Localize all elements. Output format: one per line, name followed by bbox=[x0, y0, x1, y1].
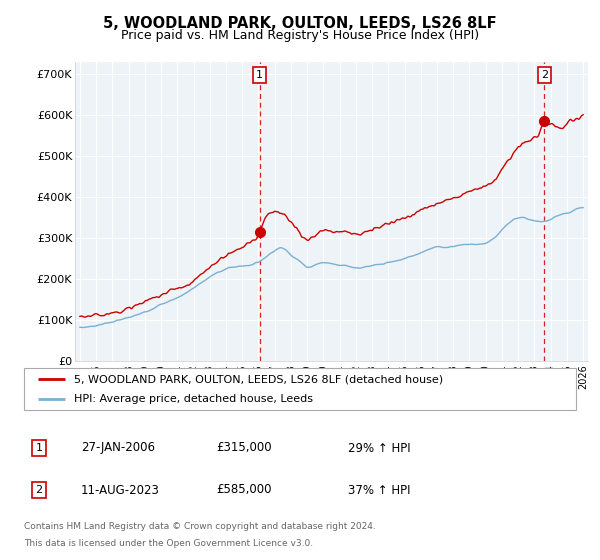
Text: 2: 2 bbox=[35, 485, 43, 495]
Text: £315,000: £315,000 bbox=[216, 441, 272, 455]
Text: 11-AUG-2023: 11-AUG-2023 bbox=[81, 483, 160, 497]
Text: Price paid vs. HM Land Registry's House Price Index (HPI): Price paid vs. HM Land Registry's House … bbox=[121, 29, 479, 42]
Text: 2: 2 bbox=[541, 70, 548, 80]
Text: Contains HM Land Registry data © Crown copyright and database right 2024.: Contains HM Land Registry data © Crown c… bbox=[24, 522, 376, 531]
Text: This data is licensed under the Open Government Licence v3.0.: This data is licensed under the Open Gov… bbox=[24, 539, 313, 548]
Text: 5, WOODLAND PARK, OULTON, LEEDS, LS26 8LF (detached house): 5, WOODLAND PARK, OULTON, LEEDS, LS26 8L… bbox=[74, 374, 443, 384]
Text: £585,000: £585,000 bbox=[216, 483, 271, 497]
FancyBboxPatch shape bbox=[24, 368, 576, 410]
Text: 1: 1 bbox=[35, 443, 43, 453]
Text: 5, WOODLAND PARK, OULTON, LEEDS, LS26 8LF: 5, WOODLAND PARK, OULTON, LEEDS, LS26 8L… bbox=[103, 16, 497, 31]
Text: 1: 1 bbox=[256, 70, 263, 80]
Text: HPI: Average price, detached house, Leeds: HPI: Average price, detached house, Leed… bbox=[74, 394, 313, 404]
Text: 29% ↑ HPI: 29% ↑ HPI bbox=[348, 441, 410, 455]
Text: 37% ↑ HPI: 37% ↑ HPI bbox=[348, 483, 410, 497]
Text: 27-JAN-2006: 27-JAN-2006 bbox=[81, 441, 155, 455]
